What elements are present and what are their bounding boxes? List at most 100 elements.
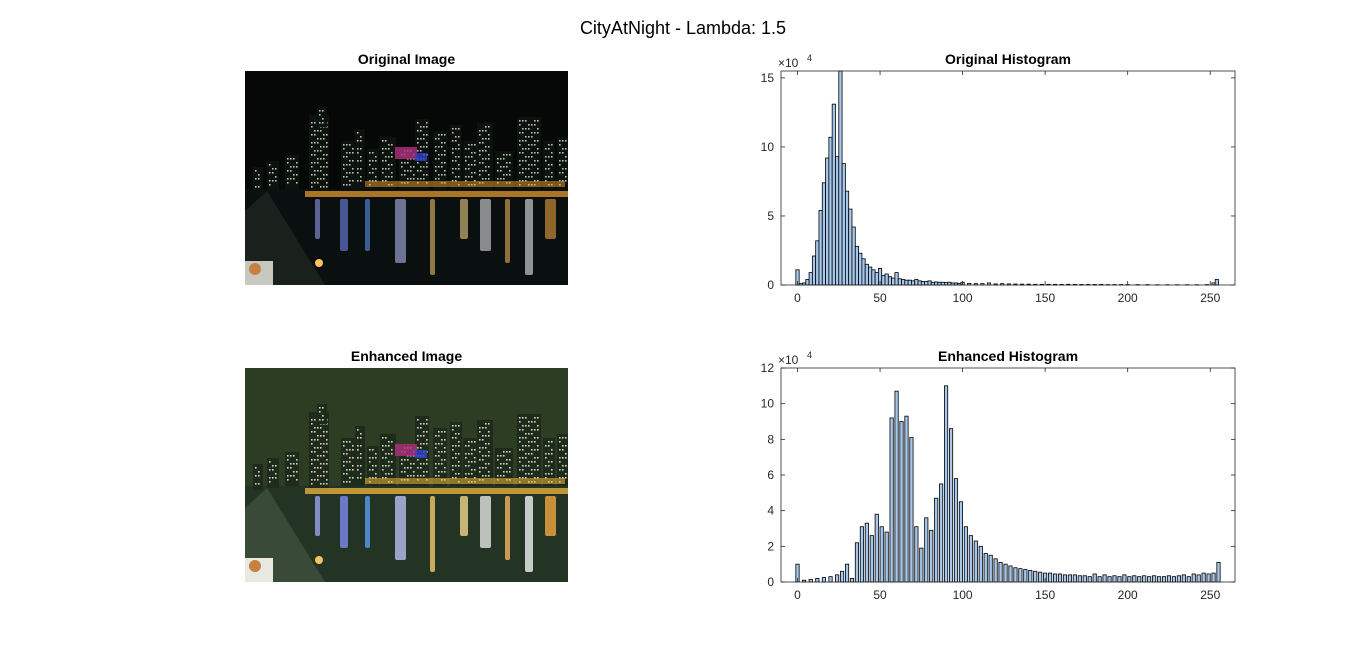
histogram-bar	[1034, 571, 1037, 582]
histogram-bar	[1068, 575, 1071, 582]
histogram-bar	[974, 541, 977, 582]
y-tick-label: 12	[761, 361, 775, 375]
plot-area	[781, 368, 1235, 582]
x-tick-label: 250	[1200, 588, 1220, 602]
histogram-bar	[892, 278, 895, 285]
histogram-bar	[842, 164, 845, 285]
histogram-bar	[944, 386, 947, 582]
histogram-bar	[1202, 573, 1205, 582]
original-histogram: 0 50 100 150 200 250051015×10 4	[761, 53, 1235, 305]
y-tick-label: 10	[761, 397, 775, 411]
histogram-bar	[989, 555, 992, 582]
histogram-bar	[806, 279, 809, 285]
x-tick-label: 200	[1118, 291, 1138, 305]
x-tick-label: 50	[873, 588, 887, 602]
histogram-bar	[809, 579, 812, 582]
histogram-bar	[931, 282, 934, 285]
histogram-bar	[921, 282, 924, 285]
y-tick-label: 10	[761, 140, 775, 154]
histogram-bar	[852, 227, 855, 285]
histogram-bar	[822, 183, 825, 285]
histogram-bar	[905, 416, 908, 582]
histogram-bar	[885, 274, 888, 285]
histogram-bar	[832, 104, 835, 285]
histogram-bar	[822, 578, 825, 582]
histogram-bar	[1029, 570, 1032, 582]
histogram-bar	[984, 553, 987, 582]
histogram-bar	[1152, 576, 1155, 582]
histogram-bar	[829, 577, 832, 582]
y-tick-label: 8	[767, 432, 774, 446]
histogram-bar	[1078, 576, 1081, 582]
x-tick-label: 100	[953, 588, 973, 602]
histogram-bar	[812, 256, 815, 285]
histogram-bar	[905, 280, 908, 285]
x-tick-label: 50	[873, 291, 887, 305]
y-tick-label: 0	[767, 575, 774, 589]
histogram-bar	[872, 270, 875, 285]
histogram-bar	[859, 253, 862, 285]
histogram-bar	[908, 280, 911, 285]
histogram-bar	[865, 264, 868, 285]
histogram-bar	[862, 259, 865, 285]
x-tick-label: 0	[794, 291, 801, 305]
histogram-bar	[999, 562, 1002, 582]
y-tick-label: 2	[767, 539, 774, 553]
histogram-bar	[938, 282, 941, 285]
y-scale-exponent: 4	[807, 53, 812, 63]
histogram-bar	[969, 536, 972, 582]
y-tick-label: 15	[761, 71, 775, 85]
histogram-bar	[855, 543, 858, 582]
histogram-bar	[850, 578, 853, 582]
histogram-bar	[1118, 577, 1121, 582]
histogram-bar	[809, 273, 812, 285]
histogram-bar	[849, 209, 852, 285]
histogram-bar	[875, 514, 878, 582]
histogram-bar	[1167, 576, 1170, 582]
histogram-bar	[1123, 575, 1126, 582]
histogram-bar	[939, 484, 942, 582]
histogram-bar	[1098, 577, 1101, 582]
histogram-bar	[860, 527, 863, 582]
histogram-bar	[1058, 574, 1061, 582]
histogram-bar	[902, 279, 905, 285]
histogram-bar	[1172, 577, 1175, 582]
histogram-bar	[1053, 574, 1056, 582]
histogram-bar	[1133, 576, 1136, 582]
histogram-bar	[1182, 575, 1185, 582]
histogram-bar	[918, 281, 921, 285]
histogram-bar	[941, 282, 944, 285]
histogram-bar	[1177, 576, 1180, 582]
histogram-bar	[1063, 575, 1066, 582]
histogram-bar	[1108, 577, 1111, 582]
histogram-bar	[1212, 573, 1215, 582]
histogram-bar	[816, 578, 819, 582]
y-tick-label: 0	[767, 278, 774, 292]
histogram-bar	[855, 246, 858, 285]
histogram-bar	[935, 282, 938, 285]
histogram-bar	[816, 241, 819, 285]
histogram-bar	[900, 422, 903, 583]
histogram-bar	[1138, 577, 1141, 582]
x-tick-label: 100	[953, 291, 973, 305]
histogram-bar	[1217, 562, 1220, 582]
histogram-bar	[994, 559, 997, 582]
histogram-bar	[928, 281, 931, 285]
x-tick-label: 200	[1118, 588, 1138, 602]
histogram-bar	[935, 498, 938, 582]
histogram-bar	[1083, 576, 1086, 582]
histogram-bar	[1143, 576, 1146, 582]
histogram-bar	[1157, 577, 1160, 582]
histogram-bar	[948, 282, 951, 285]
histogram-bar	[1088, 577, 1091, 582]
histogram-bar	[1103, 575, 1106, 582]
histogram-bar	[845, 564, 848, 582]
histogram-bar	[895, 391, 898, 582]
y-tick-label: 5	[767, 209, 774, 223]
histogram-bar	[839, 71, 842, 285]
histogram-bar	[925, 518, 928, 582]
histogram-bar	[898, 279, 901, 285]
histogram-bar	[1192, 574, 1195, 582]
histogram-bar	[1207, 574, 1210, 582]
